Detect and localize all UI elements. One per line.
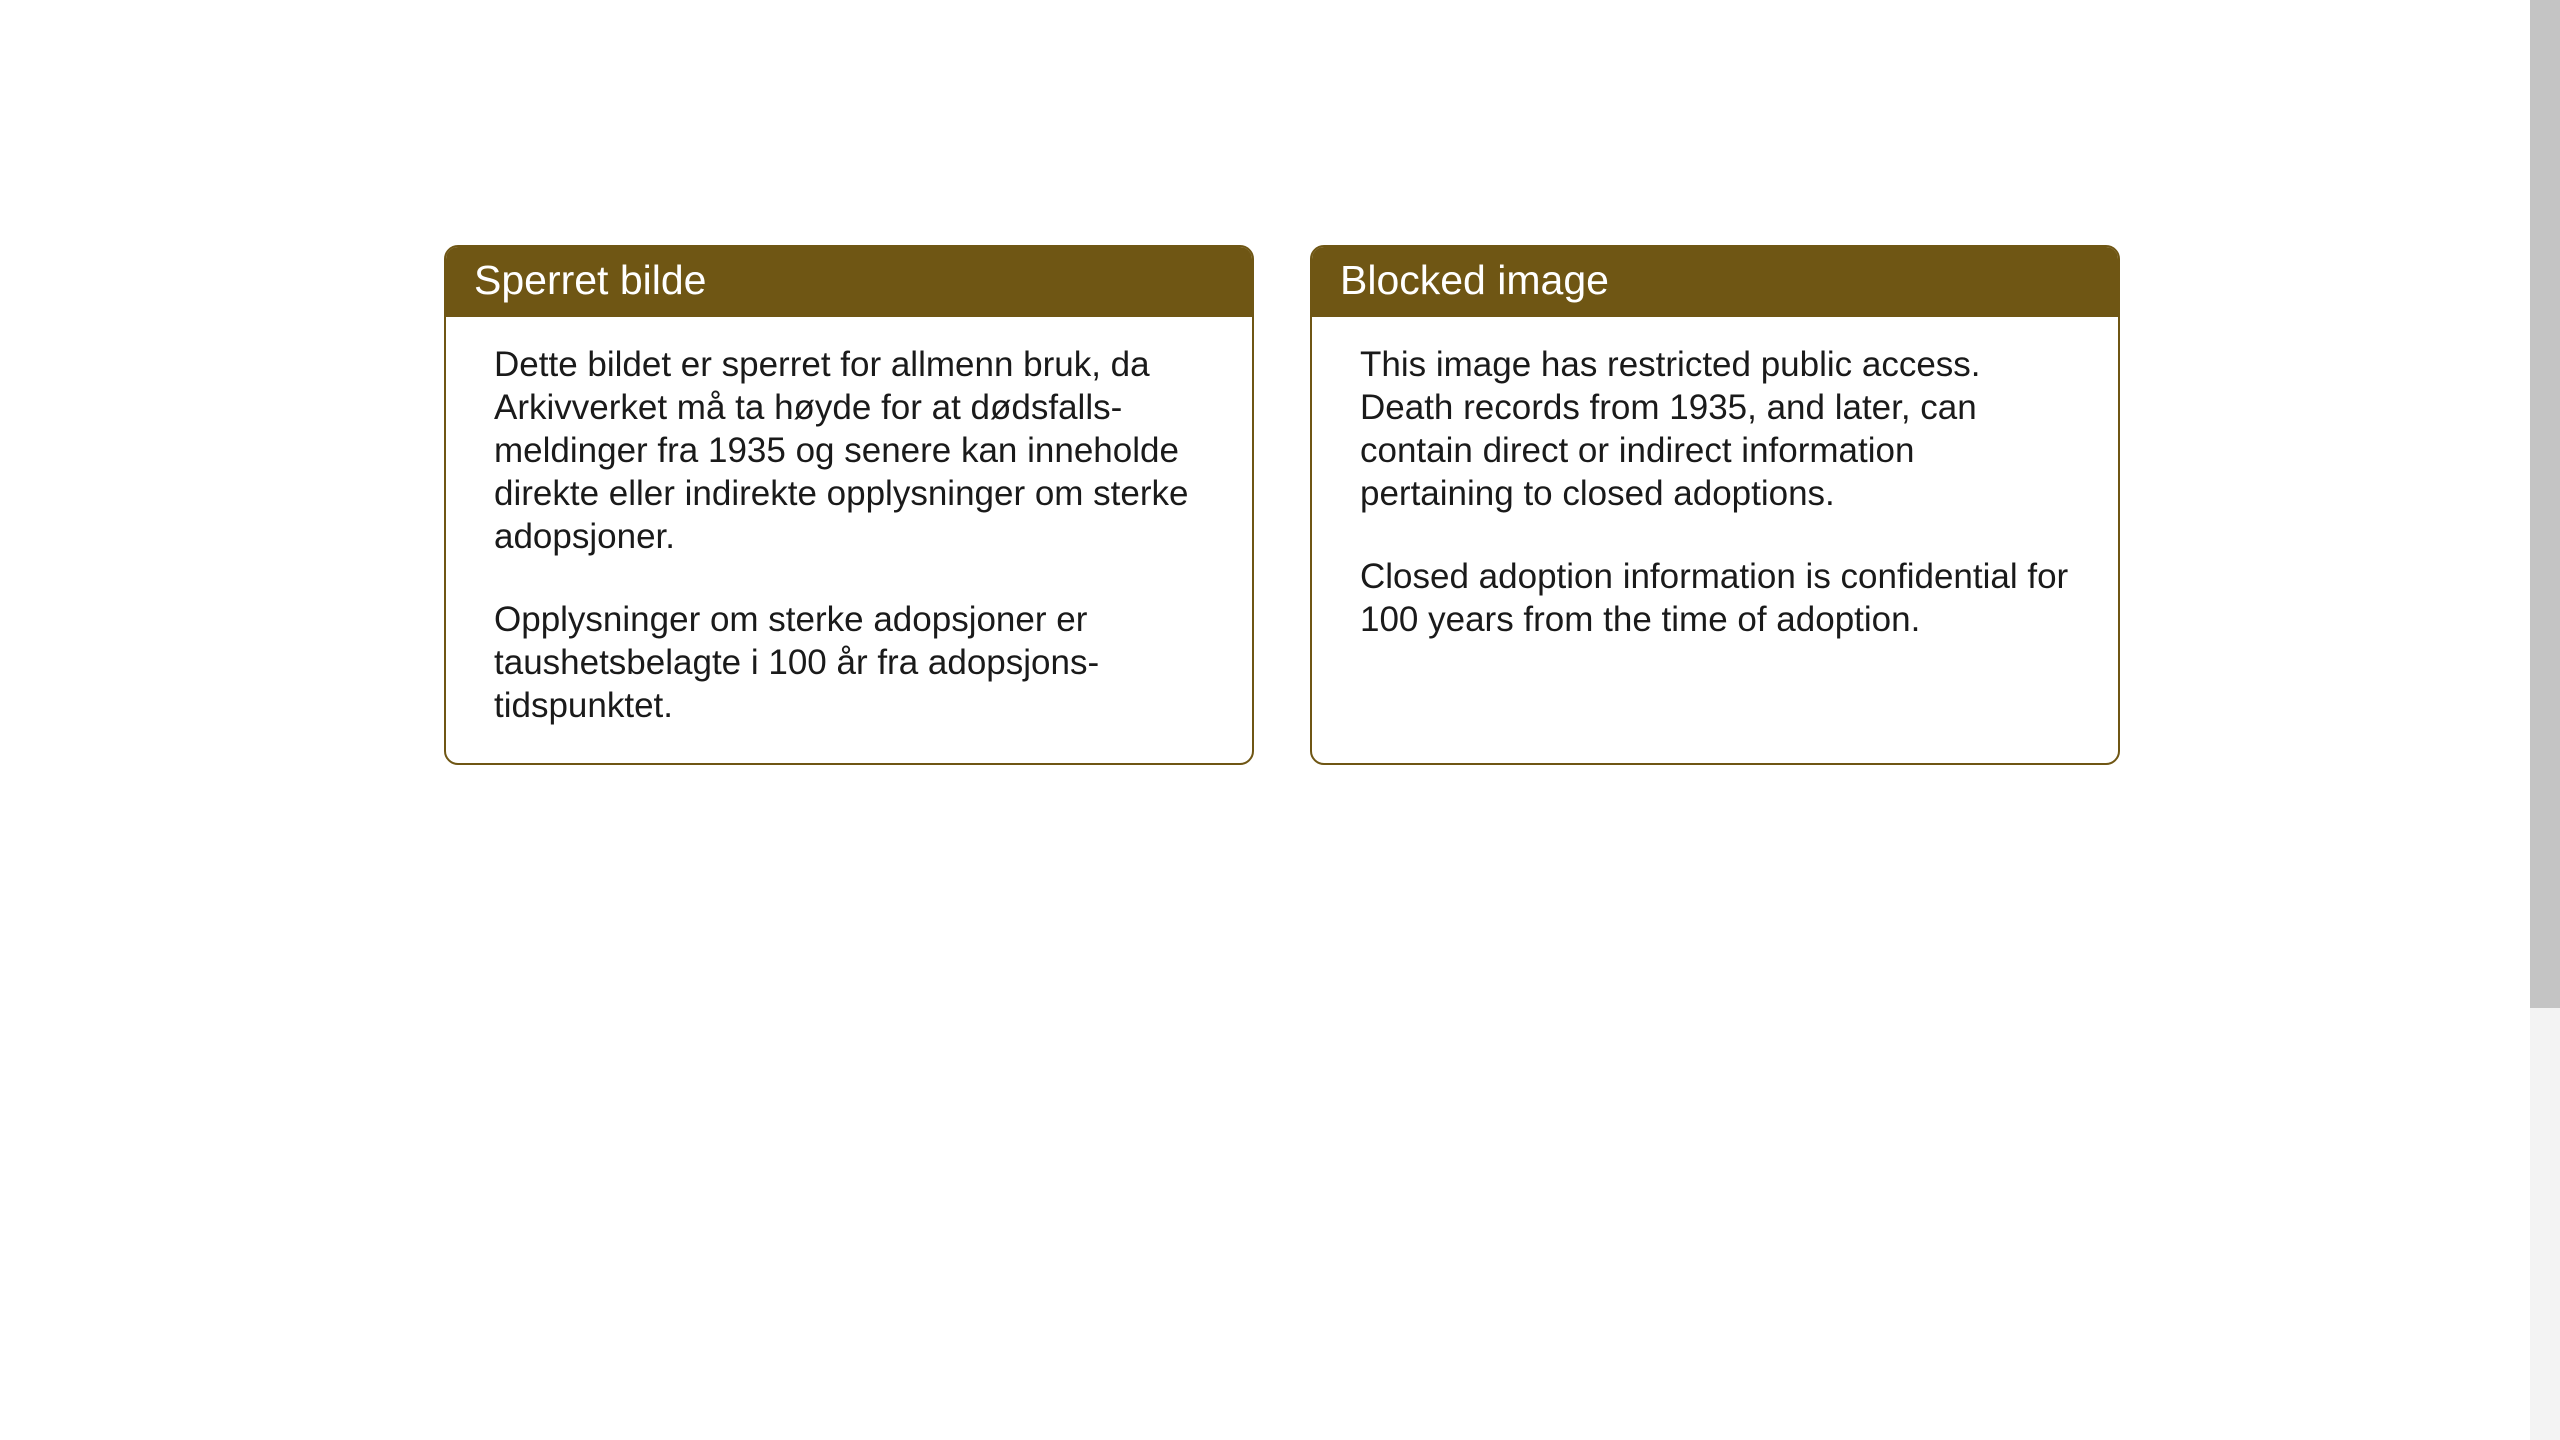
card-header-norwegian: Sperret bilde [446,247,1252,317]
notice-card-english: Blocked image This image has restricted … [1310,245,2120,765]
card-body-english: This image has restricted public access.… [1312,317,2118,763]
notice-cards-container: Sperret bilde Dette bildet er sperret fo… [444,245,2120,765]
card-body-norwegian: Dette bildet er sperret for allmenn bruk… [446,317,1252,763]
notice-card-norwegian: Sperret bilde Dette bildet er sperret fo… [444,245,1254,765]
paragraph-2-norwegian: Opplysninger om sterke adopsjoner er tau… [494,598,1204,727]
paragraph-1-norwegian: Dette bildet er sperret for allmenn bruk… [494,343,1204,558]
scrollbar-track[interactable] [2530,0,2560,1440]
scrollbar-thumb[interactable] [2530,0,2560,1008]
paragraph-1-english: This image has restricted public access.… [1360,343,2070,515]
paragraph-2-english: Closed adoption information is confident… [1360,555,2070,641]
card-header-english: Blocked image [1312,247,2118,317]
